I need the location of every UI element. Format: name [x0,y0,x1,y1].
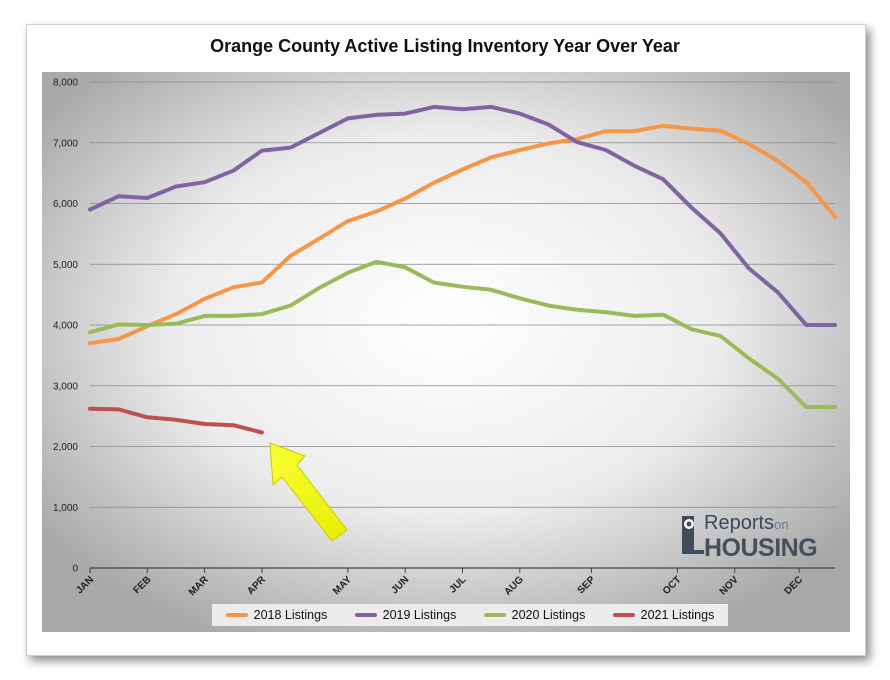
y-tick-label: 4,000 [53,321,78,332]
gridlines [90,81,835,508]
chart-title: Orange County Active Listing Inventory Y… [210,36,680,56]
y-tick-label: 8,000 [53,78,78,89]
plot-background [42,72,850,632]
legend-swatch [612,613,635,617]
legend-item: 2019 Listings [354,608,457,622]
y-tick-label: 0 [72,564,78,575]
legend-label: 2021 Listings [640,608,715,622]
legend-swatch [225,613,248,617]
series-line-2019 [88,104,837,327]
y-tick-label: 7,000 [53,138,78,149]
legend-label: 2018 Listings [253,608,328,622]
series-line-2020 [88,259,837,409]
series-line-2021 [88,406,264,435]
y-tick-label: 2,000 [53,442,78,453]
legend-item: 2018 Listings [225,608,328,622]
series-lines [88,104,837,435]
legend-item: 2020 Listings [483,608,586,622]
series-line-2018 [88,123,837,346]
y-tick-label: 5,000 [53,260,78,271]
legend-swatch [483,613,506,617]
legend-label: 2020 Listings [511,608,586,622]
y-tick-label: 6,000 [53,199,78,210]
legend-item: 2021 Listings [612,608,715,622]
legend-swatch [354,613,377,617]
logo-mark-icon [682,516,704,554]
legend-label: 2019 Listings [382,608,457,622]
legend: 2018 Listings 2019 Listings 2020 Listings 2… [212,604,728,626]
y-tick-label: 1,000 [53,503,78,514]
reports-on-housing-logo: Reportson HOUSING [704,512,818,562]
annotation-arrow [269,442,348,542]
y-tick-label: 3,000 [53,381,78,392]
